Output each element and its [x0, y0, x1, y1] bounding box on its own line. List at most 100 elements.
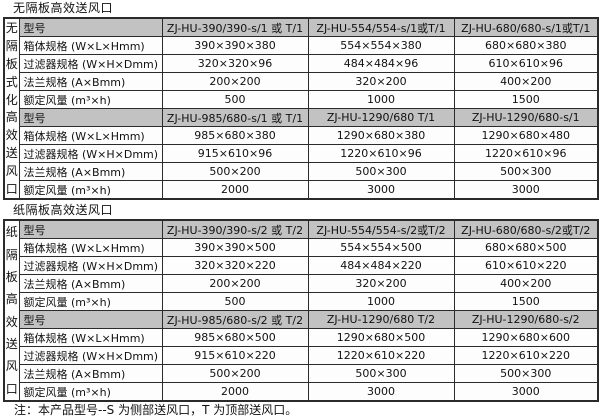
row-label: 额定风量 (m³×h): [18, 292, 163, 311]
table-row: 法兰规格 (A×Bmm) 200×200 320×200 400×200: [4, 72, 599, 91]
spec-value-cell: 200×200: [161, 274, 309, 293]
model-header-cell: ZJ-HU-680/680-s/2或T/2: [453, 219, 599, 239]
table-row: 过滤器规格 (W×H×Dmm) 320×320×220 484×484×220 610…: [4, 256, 599, 275]
row-label: 过滤器规格 (W×H×Dmm): [18, 346, 163, 365]
side-label-char: 效: [5, 128, 18, 143]
spec-value-cell: 320×320×96: [161, 54, 309, 73]
spec-value-cell: 1500: [453, 292, 599, 311]
model-header-cell: ZJ-HU-985/680-s/1 或 T/1: [161, 108, 309, 127]
spec-value-cell: 985×680×500: [161, 328, 309, 347]
side-label-char: 隔: [5, 38, 18, 53]
table-row: 箱体规格 (W×L×Hmm) 390×390×380 554×554×380 680×…: [4, 36, 599, 55]
model-header-cell: ZJ-HU-680/680-s/1或T/1: [453, 17, 599, 37]
spec-value-cell: 500: [161, 292, 309, 311]
model-header-cell: ZJ-HU-1290/680-s/2: [453, 310, 599, 329]
row-label: 箱体规格 (W×L×Hmm): [18, 328, 163, 347]
table-row: 过滤器规格 (W×H×Dmm) 915×610×96 1220×610×96 1220…: [4, 144, 599, 163]
spec-value-cell: 680×680×380: [453, 36, 599, 55]
spec-value-cell: 320×200: [307, 274, 455, 293]
spec-value-cell: 400×200: [453, 72, 599, 91]
spec-value-cell: 320×200: [307, 72, 455, 91]
spec-value-cell: 500×300: [453, 162, 599, 181]
spec-value-cell: 1290×680×380: [307, 126, 455, 145]
side-label-char: 板: [5, 56, 18, 71]
model-header-cell: ZJ-HU-1290/680-s/1: [453, 108, 599, 127]
spec-value-cell: 390×390×500: [161, 238, 309, 257]
row-label: 额定风量 (m³×h): [18, 90, 163, 109]
row-label: 法兰规格 (A×Bmm): [18, 364, 163, 383]
spec-value-cell: 320×320×220: [161, 256, 309, 275]
table-row: 箱体规格 (W×L×Hmm) 390×390×500 554×554×500 680×…: [4, 238, 599, 257]
table-row: 箱体规格 (W×L×Hmm) 985×680×380 1290×680×380 129…: [4, 126, 599, 145]
row-label: 箱体规格 (W×L×Hmm): [18, 126, 163, 145]
row-label: 型号: [18, 219, 163, 239]
section-title-paper-separator: 纸隔板高效送风口: [13, 203, 114, 217]
spec-table-paper-separator: 纸隔板高效送风口型号 ZJ-HU-390/390-s/2 或 T/2 ZJ-HU-5…: [3, 219, 599, 402]
row-label: 型号: [18, 108, 163, 127]
row-label: 箱体规格 (W×L×Hmm): [18, 36, 163, 55]
spec-value-cell: 915×610×220: [161, 346, 309, 365]
vertical-side-label: 无隔板式化高效送风口: [3, 17, 20, 200]
side-label-char: 板: [5, 269, 18, 284]
table-row: 箱体规格 (W×L×Hmm) 985×680×500 1290×680×500 129…: [4, 328, 599, 347]
row-label: 型号: [18, 310, 163, 329]
spec-value-cell: 1500: [453, 90, 599, 109]
side-label-char: 送: [5, 146, 18, 161]
model-header-cell: ZJ-HU-390/390-s/1 或 T/1: [161, 17, 309, 37]
model-header-cell: ZJ-HU-1290/680 T/1: [307, 108, 455, 127]
spec-value-cell: 680×680×500: [453, 238, 599, 257]
spec-value-cell: 1220×610×96: [453, 144, 599, 163]
spec-value-cell: 390×390×380: [161, 36, 309, 55]
spec-value-cell: 3000: [307, 180, 455, 200]
spec-value-cell: 400×200: [453, 274, 599, 293]
row-label: 额定风量 (m³×h): [18, 382, 163, 402]
spec-value-cell: 1000: [307, 292, 455, 311]
side-label-char: 化: [5, 92, 18, 107]
side-label-char: 风: [5, 359, 18, 374]
table-row: 型号 ZJ-HU-985/680-s/2 或 T/2 ZJ-HU-1290/680 …: [4, 310, 599, 329]
table-row: 法兰规格 (A×Bmm) 500×200 500×300 500×300: [4, 162, 599, 181]
spec-value-cell: 1290×680×480: [453, 126, 599, 145]
table-row: 额定风量 (m³×h) 500 1000 1500: [4, 90, 599, 109]
spec-value-cell: 500×300: [453, 364, 599, 383]
vertical-side-label: 纸隔板高效送风口: [3, 219, 20, 402]
spec-value-cell: 3000: [453, 180, 599, 200]
row-label: 过滤器规格 (W×H×Dmm): [18, 144, 163, 163]
row-label: 额定风量 (m³×h): [18, 180, 163, 200]
row-label: 过滤器规格 (W×H×Dmm): [18, 54, 163, 73]
table-row: 法兰规格 (A×Bmm) 500×200 500×300 500×300: [4, 364, 599, 383]
table-row: 法兰规格 (A×Bmm) 200×200 320×200 400×200: [4, 274, 599, 293]
model-header-cell: ZJ-HU-1290/680 T/2: [307, 310, 455, 329]
table-row: 无隔板式化高效送风口型号 ZJ-HU-390/390-s/1 或 T/1 ZJ-HU…: [3, 17, 599, 200]
section-title-no-separator: 无隔板高效送风口: [13, 1, 114, 15]
spec-value-cell: 2000: [161, 180, 309, 200]
model-header-cell: ZJ-HU-390/390-s/2 或 T/2: [161, 219, 309, 239]
spec-value-cell: 1290×680×600: [453, 328, 599, 347]
spec-value-cell: 1220×610×96: [307, 144, 455, 163]
model-header-cell: ZJ-HU-554/554-s/1或T/1: [307, 17, 455, 37]
spec-value-cell: 554×554×500: [307, 238, 455, 257]
row-label: 法兰规格 (A×Bmm): [18, 274, 163, 293]
spec-value-cell: 915×610×96: [161, 144, 309, 163]
spec-value-cell: 1000: [307, 90, 455, 109]
spec-value-cell: 554×554×380: [307, 36, 455, 55]
spec-value-cell: 500×300: [307, 162, 455, 181]
side-label-char: 口: [5, 381, 18, 396]
side-label-char: 无: [5, 20, 18, 35]
spec-value-cell: 500×200: [161, 364, 309, 383]
side-label-char: 风: [5, 164, 18, 179]
side-label-char: 高: [5, 110, 18, 125]
spec-value-cell: 484×484×220: [307, 256, 455, 275]
spec-value-cell: 484×484×96: [307, 54, 455, 73]
row-label: 法兰规格 (A×Bmm): [18, 72, 163, 91]
model-header-cell: ZJ-HU-985/680-s/2 或 T/2: [161, 310, 309, 329]
model-header-cell: ZJ-HU-554/554-s/2或T/2: [307, 219, 455, 239]
side-label-char: 纸: [5, 225, 18, 240]
spec-value-cell: 500: [161, 90, 309, 109]
row-label: 型号: [18, 17, 163, 37]
spec-value-cell: 3000: [307, 382, 455, 402]
spec-value-cell: 3000: [453, 382, 599, 402]
table-row: 额定风量 (m³×h) 2000 3000 3000: [4, 382, 599, 402]
side-label-char: 送: [5, 337, 18, 352]
